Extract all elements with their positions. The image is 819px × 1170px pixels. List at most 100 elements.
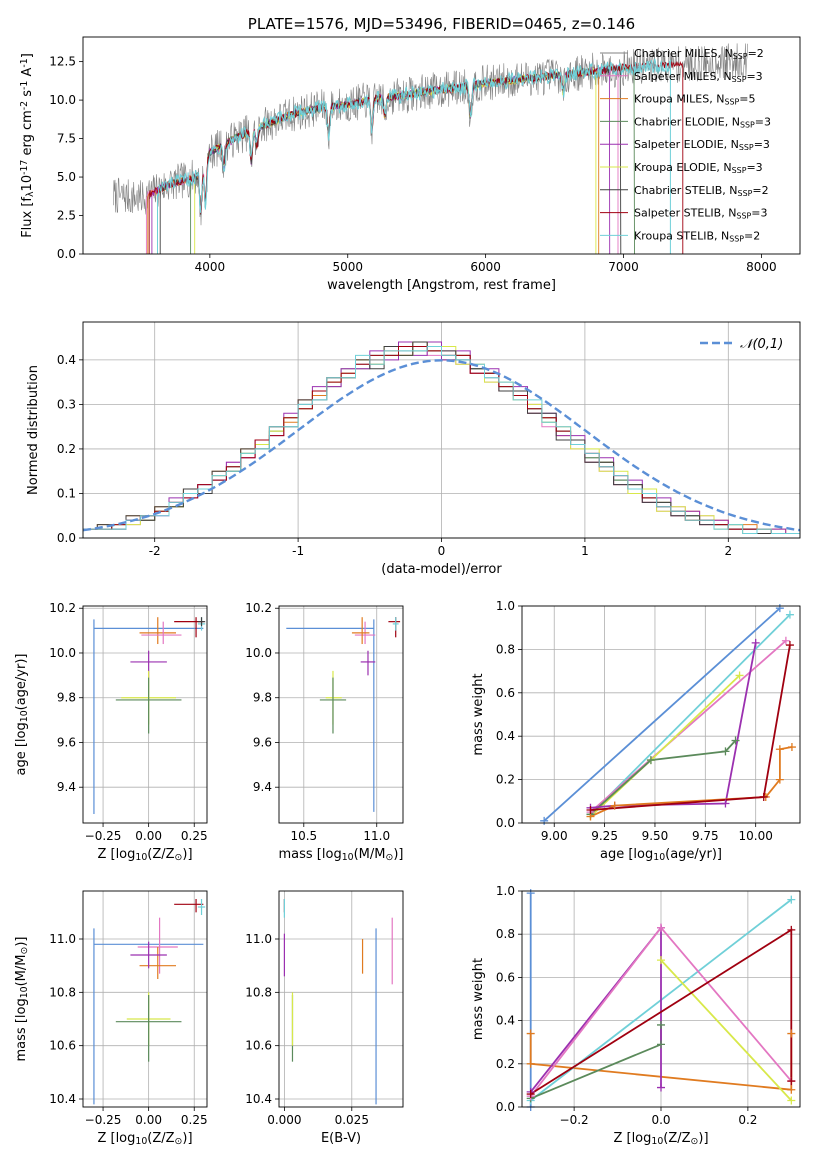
weight-point-marker (785, 610, 794, 619)
axes-frame (278, 890, 404, 1108)
y-tick-label: 10.0 (49, 646, 76, 660)
axes-frame (82, 890, 208, 1108)
y-tick-label: 0.4 (57, 353, 76, 367)
x-tick-label: 9.50 (642, 829, 669, 843)
x-tick-label: 0.25 (181, 829, 208, 843)
axes-frame (521, 890, 801, 1108)
mass-weight-vs-age-panel: 9.00 9.25 9.50 9.75 10.00 0.0 0.2 0.4 0.6 0.8 1.0 a… (471, 599, 801, 863)
weight-point-marker (787, 1096, 796, 1105)
x-tick-label: 1 (581, 544, 589, 558)
plot-area (283, 899, 393, 1105)
y-axis-label: age [log10(age/yr)] (14, 654, 30, 776)
histogram-series-krou-stelib (83, 346, 800, 538)
histogram-legend: 𝒩(0,1) (700, 337, 783, 352)
x-tick-label: 0.00 (135, 829, 162, 843)
y-tick-label: 0.0 (57, 247, 76, 261)
residual-histogram-panel: -2 -1 0 1 2 0.0 0.1 0.2 0.3 0.4 (data-model)/error… (26, 321, 801, 577)
mass-weight-vs-metallicity-panel: −0.2 0.0 0.2 0.0 0.2 0.4 0.6 0.8 1.0 Z [log10(Z/Z… (471, 884, 801, 1147)
y-tick-label: 0.4 (496, 1014, 515, 1028)
legend-label: Chabrier STELIB, NSSP=2 (634, 184, 769, 198)
errorbar-point-krou-stelib (197, 899, 206, 915)
x-tick-label: 8000 (746, 260, 777, 274)
y-tick-label: 9.8 (253, 691, 272, 705)
weight-point-marker (721, 747, 730, 756)
y-tick-label: 0.0 (57, 531, 76, 545)
errorbar-point-salp-stelib (174, 899, 204, 913)
errorbar-point-krou-miles (139, 947, 176, 979)
weight-point-marker (657, 1083, 665, 1092)
weight-point-marker (526, 1090, 535, 1099)
x-axis-label: E(B-V) (321, 1131, 361, 1146)
weight-line-blue (543, 607, 781, 822)
x-tick-label: -2 (149, 544, 161, 558)
y-tick-label: 0.1 (57, 486, 76, 500)
x-axis-label: Z [log10(Z/Z⊙)] (97, 847, 192, 863)
x-tick-label: 0.2 (738, 1113, 757, 1127)
weight-line-krou-miles (590, 746, 793, 818)
errorbar-point-chab-stelib (197, 617, 206, 627)
y-tick-label: 10.8 (49, 985, 76, 999)
y-tick-label: 12.5 (49, 55, 76, 69)
weight-point-marker (787, 925, 796, 934)
spectrum-panel: 4000 5000 6000 7000 8000 0.0 2.5 5.0 7.5 10.0 12.5… (19, 15, 801, 293)
y-tick-label: 0.6 (496, 970, 515, 984)
errorbar-point-salp-miles (141, 621, 182, 645)
x-tick-label: −0.25 (85, 829, 122, 843)
spectrum-legend: Chabrier MILES, NSSP=2 Salpeter MILES, NS… (600, 47, 771, 243)
y-tick-label: 9.6 (253, 735, 272, 749)
plot-area (93, 617, 206, 815)
y-tick-label: 9.4 (253, 780, 272, 794)
weight-point-marker (586, 805, 595, 814)
weight-point-marker (759, 792, 768, 801)
weight-point-marker (787, 1077, 796, 1086)
weight-line-salp-elodie (590, 642, 757, 809)
x-tick-label: 0.25 (181, 1113, 208, 1127)
mass-vs-extinction-panel: 0.000 0.025 10.4 10.6 10.8 11.0 E(B-V) (245, 890, 404, 1146)
y-tick-label: 9.8 (57, 691, 76, 705)
weight-point-marker (775, 745, 784, 754)
plot-area (93, 899, 206, 1105)
x-tick-label: −0.25 (85, 1113, 122, 1127)
weight-point-marker (657, 923, 665, 932)
y-tick-label: 0.0 (496, 1100, 515, 1114)
mass-vs-metallicity-panel: −0.25 0.00 0.25 10.4 10.6 10.8 11.0 Z [log10(Z/… (14, 890, 208, 1147)
legend-label: Chabrier ELODIE, NSSP=3 (634, 115, 771, 129)
legend-label: Salpeter ELODIE, NSSP=3 (634, 138, 770, 152)
errorbar-point-chab-elodie (115, 995, 182, 1062)
legend-label: Chabrier MILES, NSSP=2 (634, 47, 764, 61)
y-tick-label: 11.0 (49, 932, 76, 946)
x-tick-label: 0.0 (651, 1113, 670, 1127)
chart-title: PLATE=1576, MJD=53496, FIBERID=0465, z=0… (248, 15, 635, 33)
y-axis-label: mass weight (471, 958, 486, 1040)
histogram-series-chab-stelib (83, 341, 800, 538)
y-tick-label: 10.6 (245, 1039, 272, 1053)
y-tick-label: 0.0 (496, 816, 515, 830)
weight-line-salp-miles (589, 640, 787, 813)
plot-area (83, 341, 800, 538)
x-tick-label: 9.25 (591, 829, 618, 843)
y-tick-label: 10.0 (245, 646, 272, 660)
weight-point-marker (610, 801, 619, 810)
legend-label: Kroupa MILES, NSSP=5 (634, 93, 755, 107)
y-axis-label: Normed distribution (26, 365, 41, 495)
weight-point-marker (657, 1020, 665, 1029)
errorbar-point-chab-elodie (115, 677, 182, 734)
x-axis-label: wavelength [Angstrom, rest frame] (327, 278, 556, 293)
weight-point-marker (785, 641, 794, 650)
errorbar-point-salp-stelib (388, 617, 401, 638)
weight-point-marker (526, 889, 535, 898)
plot-area (113, 43, 748, 254)
normal-curve (83, 359, 800, 532)
spectrum-data-line (113, 43, 748, 226)
y-tick-label: 0.8 (496, 642, 515, 656)
weight-point-marker (787, 743, 796, 752)
x-tick-label: 9.75 (692, 829, 719, 843)
weight-point-marker (731, 736, 740, 745)
age-vs-mass-panel: 10.5 11.0 9.4 9.6 9.8 10.0 10.2 mass [log10(M/M… (245, 601, 403, 863)
x-tick-label: 7000 (608, 260, 639, 274)
axes-frame (278, 605, 404, 824)
x-tick-label: 10.5 (290, 829, 317, 843)
x-axis-label: age [log10(age/yr)] (600, 847, 722, 863)
errorbar-point-salp-elodie (130, 941, 167, 969)
